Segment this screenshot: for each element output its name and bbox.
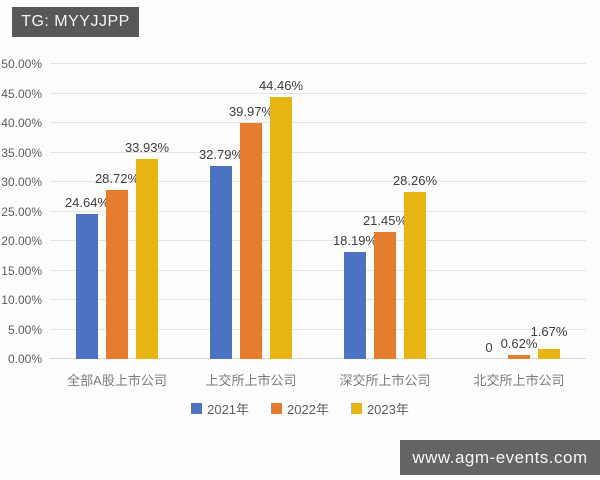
bar-series1-cat1: 24.64%: [65, 195, 109, 359]
legend: 2021年 2022年 2023年: [0, 399, 600, 418]
gridline: [50, 299, 586, 300]
gridline: [50, 269, 586, 271]
gridline: [50, 358, 586, 359]
y-axis-tick-label: 35.00%: [1, 145, 42, 160]
bar-value-label: 28.26%: [392, 173, 438, 189]
bar-series3-cat4: 1.67%: [531, 324, 567, 359]
y-axis-tick-label: 30.00%: [1, 175, 42, 189]
legend-item: 2022年: [271, 399, 329, 418]
y-axis-tick-label: 5.00%: [7, 322, 42, 337]
y-axis-tick-label: 0.00%: [7, 352, 42, 366]
bar-value-label: 1.67%: [530, 324, 568, 340]
telegram-watermark-text: TG: MYYJJPP: [21, 13, 130, 30]
legend-item: 2021年: [191, 399, 249, 418]
bar-value-label: 28.72%: [94, 170, 140, 186]
bar-series3-cat2: 44.46%: [259, 78, 303, 359]
gridline: [50, 181, 586, 182]
legend-label: 2023年: [366, 402, 409, 417]
gridline: [50, 151, 586, 153]
telegram-watermark-badge: TG: MYYJJPP: [12, 7, 139, 37]
bar-group: 32.79% 39.97% 44.46%: [184, 64, 318, 359]
y-axis-tick-label: 45.00%: [1, 86, 42, 101]
y-axis-tick-label: 20.00%: [1, 234, 42, 248]
y-axis-tick-label: 15.00%: [1, 263, 42, 278]
bar-value-label: 44.46%: [258, 77, 304, 93]
y-axis-tick-label: 10.00%: [1, 293, 42, 307]
bar-series2-cat2: 39.97%: [229, 104, 273, 359]
plot-area: 0.00% 5.00% 10.00% 15.00% 20.00% 25.00% 30.00%…: [1, 57, 586, 388]
y-axis-tick-label: 40.00%: [1, 116, 42, 130]
bar-series3-cat3: 28.26%: [393, 173, 437, 359]
bar-value-label: 39.97%: [228, 104, 274, 120]
category-label: 深交所上市公司: [339, 373, 431, 388]
gridline: [50, 328, 586, 330]
category-label: 上交所上市公司: [205, 373, 297, 388]
bar-series3-cat1: 33.93%: [125, 140, 169, 359]
bar-value-label: 18.19%: [332, 232, 378, 248]
website-watermark-text: www.agm-events.com: [412, 447, 588, 467]
legend-swatch-icon: [350, 403, 362, 414]
bar-series2-cat4: 0.62%: [501, 336, 537, 359]
bar-value-label: 21.45%: [362, 213, 408, 229]
gridline: [50, 63, 586, 64]
bar-series2-cat1: 28.72%: [95, 171, 139, 359]
bar-value-label: 32.79%: [198, 146, 244, 162]
gridline: [50, 240, 586, 241]
category-label: 全部A股上市公司: [67, 373, 167, 388]
bar-group: 18.19% 21.45% 28.26%: [318, 64, 452, 359]
y-axis-tick-label: 50.00%: [1, 57, 42, 71]
bar-group: 24.64% 28.72% 33.93%: [50, 64, 184, 359]
gridline: [50, 92, 586, 94]
website-watermark-badge: www.agm-events.com: [400, 440, 600, 475]
y-axis-tick-label: 25.00%: [1, 204, 42, 219]
bar-series1-cat3: 18.19%: [333, 233, 377, 359]
legend-item: 2023年: [350, 399, 409, 418]
bar-series1-cat2: 32.79%: [199, 147, 243, 359]
category-label: 北交所上市公司: [473, 373, 565, 388]
bar-value-label: 33.93%: [124, 139, 170, 155]
legend-label: 2021年: [207, 402, 250, 417]
bar-series2-cat3: 21.45%: [363, 213, 407, 359]
bar-value-label: 24.64%: [64, 194, 110, 210]
gridline: [50, 210, 586, 212]
legend-swatch-icon: [191, 403, 203, 414]
gridline: [50, 122, 586, 123]
bar-value-label: 0: [485, 340, 493, 355]
bar-value-label: 0.62%: [500, 336, 538, 352]
legend-swatch-icon: [271, 403, 283, 414]
bar-group: 0 0.62% 1.67%: [452, 64, 586, 359]
legend-label: 2022年: [287, 402, 329, 417]
